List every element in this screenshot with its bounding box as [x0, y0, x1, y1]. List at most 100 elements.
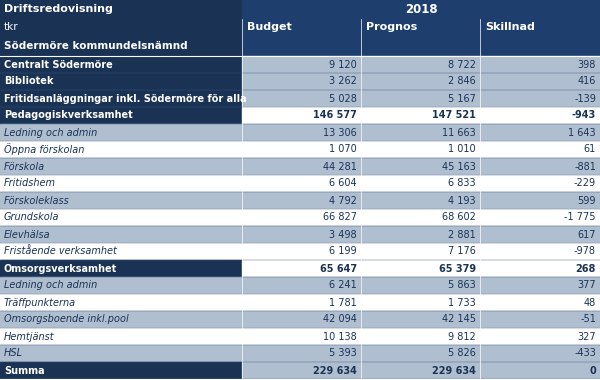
- Text: 66 827: 66 827: [323, 212, 357, 223]
- Bar: [242, 175, 361, 192]
- Text: -943: -943: [572, 111, 596, 120]
- Text: Fritidsanläggningar inkl. Södermöre för alla: Fritidsanläggningar inkl. Södermöre för …: [4, 93, 247, 103]
- Text: 1 010: 1 010: [448, 144, 476, 155]
- Bar: [480, 56, 600, 73]
- Bar: [0, 226, 242, 243]
- Text: 68 602: 68 602: [442, 212, 476, 223]
- Text: 42 145: 42 145: [442, 315, 476, 325]
- Text: -433: -433: [574, 348, 596, 358]
- Bar: [242, 277, 361, 294]
- Text: Grundskola: Grundskola: [4, 212, 59, 223]
- Text: 6 241: 6 241: [329, 280, 357, 290]
- Bar: [0, 362, 242, 379]
- Bar: [361, 141, 480, 158]
- Bar: [0, 0, 242, 19]
- Bar: [0, 36, 242, 56]
- Text: 44 281: 44 281: [323, 162, 357, 171]
- Bar: [480, 362, 600, 379]
- Bar: [361, 311, 480, 328]
- Bar: [0, 124, 242, 141]
- Text: 2018: 2018: [404, 3, 437, 16]
- Bar: [242, 107, 361, 124]
- Bar: [361, 158, 480, 175]
- Bar: [361, 362, 480, 379]
- Bar: [480, 141, 600, 158]
- Bar: [242, 141, 361, 158]
- Text: 6 199: 6 199: [329, 247, 357, 256]
- Bar: [480, 226, 600, 243]
- Text: 377: 377: [577, 280, 596, 290]
- Text: 1 070: 1 070: [329, 144, 357, 155]
- Bar: [242, 209, 361, 226]
- Text: Förskola: Förskola: [4, 162, 45, 171]
- Text: Förskoleklass: Förskoleklass: [4, 195, 70, 206]
- Text: Bibliotek: Bibliotek: [4, 76, 53, 87]
- Bar: [242, 56, 361, 73]
- Bar: [480, 328, 600, 345]
- Bar: [361, 175, 480, 192]
- Text: 45 163: 45 163: [442, 162, 476, 171]
- Text: 4 193: 4 193: [448, 195, 476, 206]
- Text: Elevhälsa: Elevhälsa: [4, 230, 50, 239]
- Text: 9 812: 9 812: [448, 331, 476, 342]
- Text: 0: 0: [589, 366, 596, 375]
- Bar: [0, 243, 242, 260]
- Bar: [0, 107, 242, 124]
- Text: 6 604: 6 604: [329, 179, 357, 188]
- Bar: [480, 345, 600, 362]
- Text: -229: -229: [574, 179, 596, 188]
- Bar: [361, 124, 480, 141]
- Bar: [480, 175, 600, 192]
- Bar: [480, 90, 600, 107]
- Text: 327: 327: [577, 331, 596, 342]
- Text: -1 775: -1 775: [565, 212, 596, 223]
- Bar: [480, 311, 600, 328]
- Bar: [242, 19, 361, 36]
- Text: Pedagogiskverksamhet: Pedagogiskverksamhet: [4, 111, 133, 120]
- Text: 398: 398: [578, 60, 596, 70]
- Text: Fristående verksamhet: Fristående verksamhet: [4, 247, 117, 256]
- Text: Träffpunkterna: Träffpunkterna: [4, 298, 76, 307]
- Bar: [361, 56, 480, 73]
- Text: 10 138: 10 138: [323, 331, 357, 342]
- Bar: [242, 124, 361, 141]
- Text: 5 167: 5 167: [448, 93, 476, 103]
- Bar: [242, 243, 361, 260]
- Bar: [361, 328, 480, 345]
- Text: 147 521: 147 521: [432, 111, 476, 120]
- Bar: [361, 36, 480, 56]
- Text: Fritidshem: Fritidshem: [4, 179, 56, 188]
- Bar: [0, 56, 242, 73]
- Text: 268: 268: [575, 263, 596, 274]
- Bar: [480, 192, 600, 209]
- Text: 5 863: 5 863: [448, 280, 476, 290]
- Bar: [480, 73, 600, 90]
- Bar: [242, 294, 361, 311]
- Text: 7 176: 7 176: [448, 247, 476, 256]
- Bar: [242, 345, 361, 362]
- Bar: [480, 107, 600, 124]
- Bar: [0, 345, 242, 362]
- Text: Ledning och admin: Ledning och admin: [4, 280, 97, 290]
- Bar: [480, 124, 600, 141]
- Text: 3 262: 3 262: [329, 76, 357, 87]
- Text: 42 094: 42 094: [323, 315, 357, 325]
- Bar: [361, 73, 480, 90]
- Bar: [480, 209, 600, 226]
- Text: 2 846: 2 846: [448, 76, 476, 87]
- Bar: [480, 294, 600, 311]
- Bar: [0, 328, 242, 345]
- Text: Summa: Summa: [4, 366, 44, 375]
- Text: 5 393: 5 393: [329, 348, 357, 358]
- Bar: [242, 0, 600, 19]
- Bar: [0, 277, 242, 294]
- Text: 599: 599: [577, 195, 596, 206]
- Text: 5 826: 5 826: [448, 348, 476, 358]
- Bar: [361, 226, 480, 243]
- Bar: [242, 260, 361, 277]
- Bar: [480, 36, 600, 56]
- Bar: [0, 158, 242, 175]
- Bar: [0, 209, 242, 226]
- Bar: [361, 209, 480, 226]
- Text: 8 722: 8 722: [448, 60, 476, 70]
